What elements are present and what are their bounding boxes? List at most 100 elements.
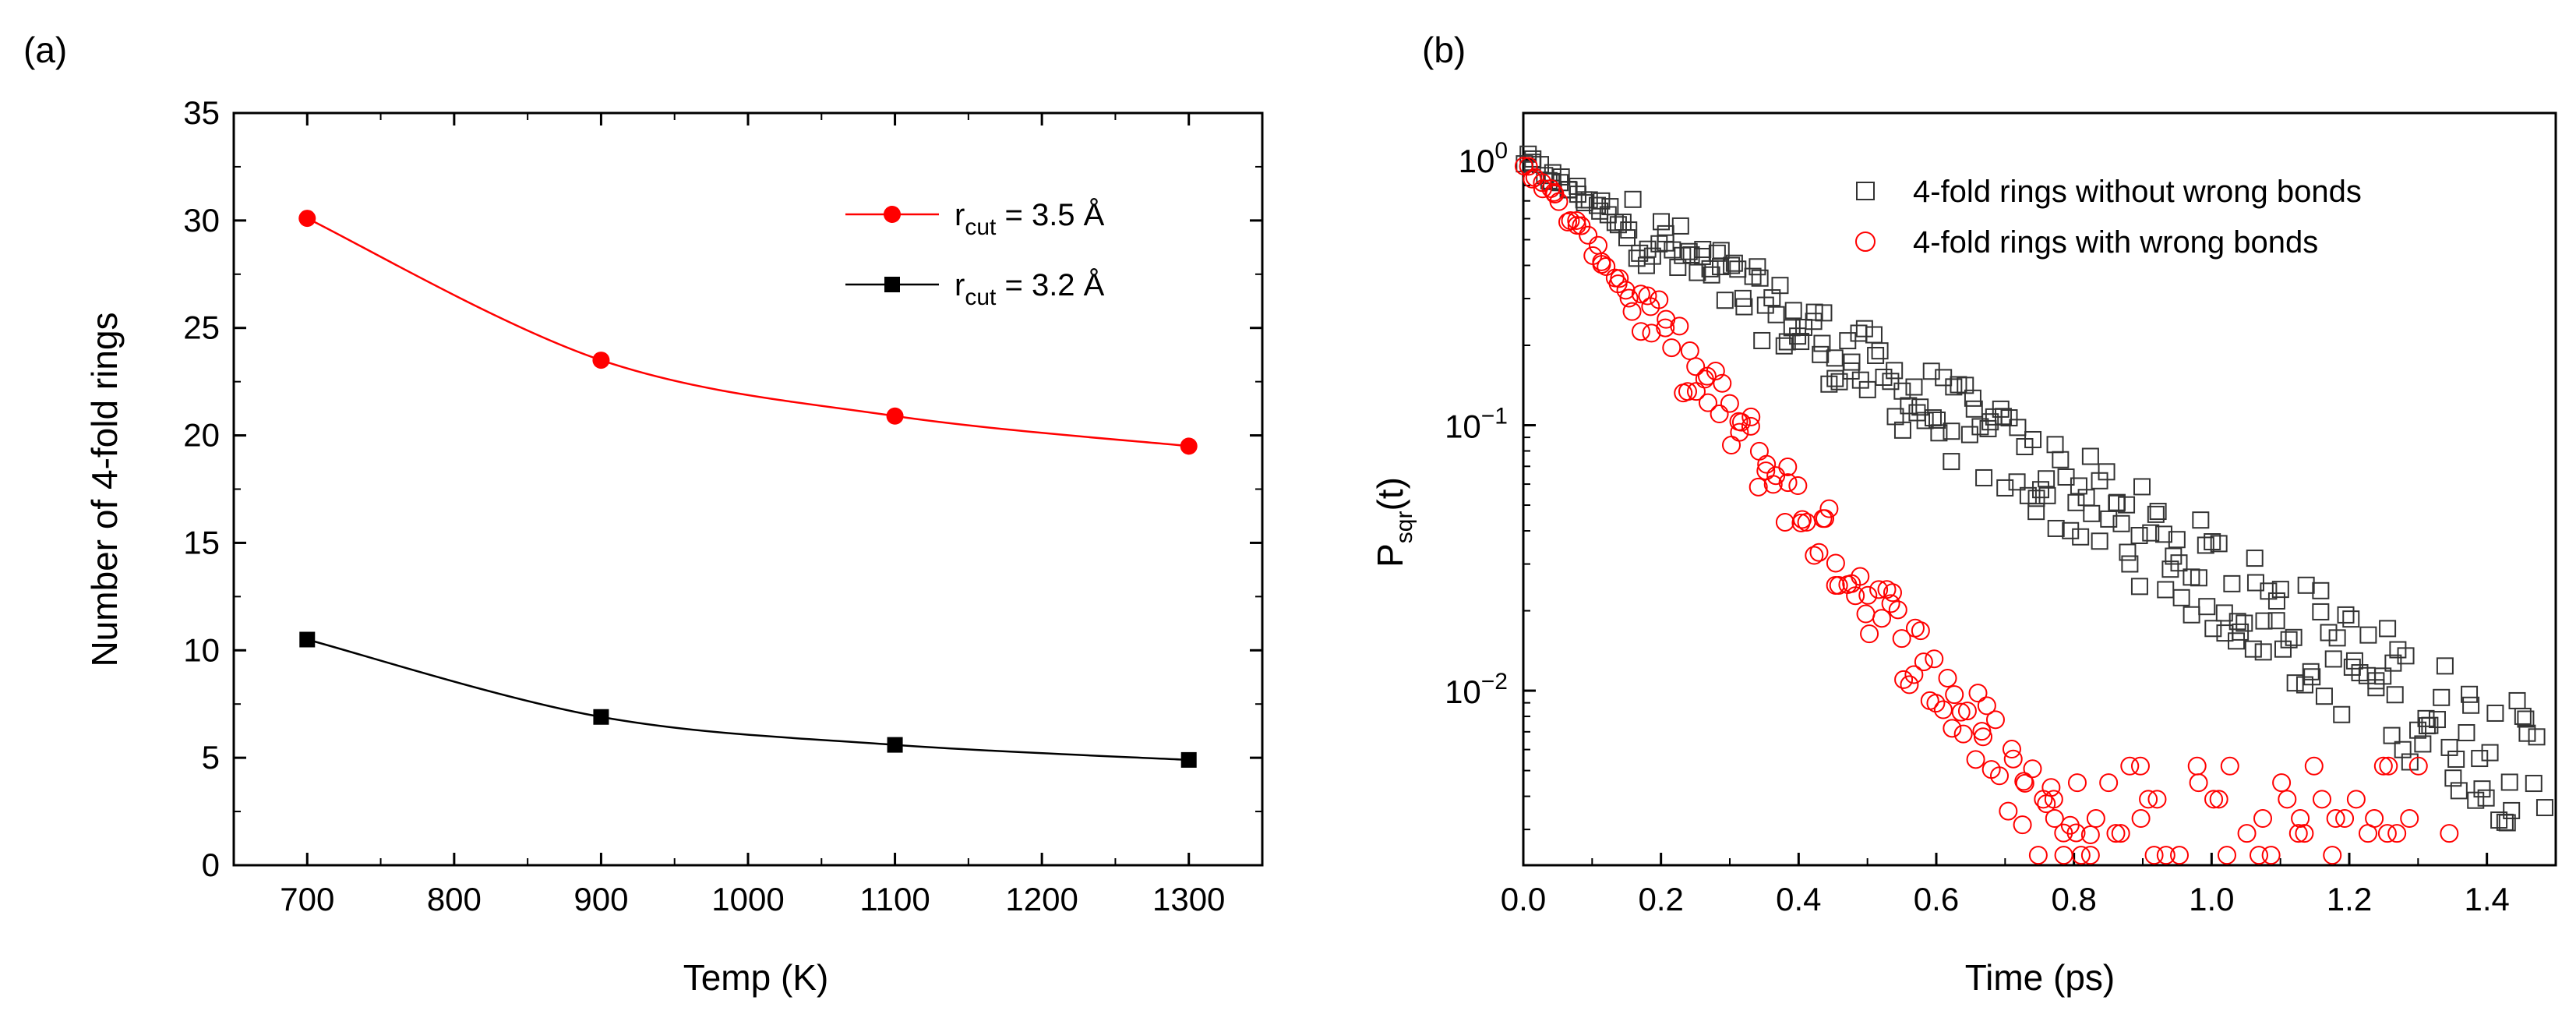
chart-b-xtick-label: 1.2	[2327, 881, 2372, 917]
chart-b-point-1	[2002, 740, 2021, 759]
chart-b-point-0	[1723, 256, 1741, 274]
chart-b-point-0	[2503, 801, 2521, 819]
chart-b-point-0	[2091, 472, 2108, 490]
chart-b-point-0	[2444, 769, 2462, 787]
chart-b-point-1	[1872, 609, 1892, 628]
chart-b-point-0	[2440, 738, 2458, 756]
chart-b-point-1	[2295, 824, 2314, 843]
chart-b-point-0	[2133, 478, 2151, 496]
chart-b-point-0	[1812, 345, 1830, 363]
chart-b-point-0	[2359, 626, 2377, 644]
chart-b-point-0	[2383, 726, 2401, 744]
chart-b-point-0	[2197, 536, 2214, 554]
chart-b-point-0	[2462, 696, 2480, 714]
chart-b-point-0	[1751, 269, 1769, 287]
chart-b-point-1	[1642, 323, 1661, 343]
chart-b-point-1	[2335, 809, 2355, 829]
chart-b-point-1	[1943, 719, 1962, 738]
chart-b-point-1	[1888, 600, 1907, 620]
chart-b-point-1	[1749, 441, 1769, 461]
chart-b-point-1	[2156, 846, 2175, 865]
chart-b-point-1	[2086, 809, 2105, 829]
chart-a-ytick-label: 25	[183, 309, 220, 346]
chart-a-point-0	[298, 210, 316, 228]
chart-b-point-0	[2235, 614, 2253, 632]
chart-a-legend: rcut = 3.5 Å rcut = 3.2 Å	[845, 197, 1105, 310]
chart-b-point-1	[2291, 809, 2310, 829]
chart-b: 0.0 0.2 0.4 0.6 0.8 1.0 1.2 1.4 100 10−1 10−2 Tim…	[1370, 111, 2557, 998]
chart-b-xlabel: Time (ps)	[1965, 957, 2115, 998]
chart-a-point-1	[1180, 751, 1197, 768]
chart-b-point-0	[2112, 514, 2130, 532]
chart-b-point-0	[2204, 620, 2222, 638]
chart-b-point-0	[2286, 674, 2304, 692]
chart-b-point-1	[1730, 422, 1749, 442]
chart-b-point-0	[2528, 728, 2546, 746]
chart-b-point-0	[2119, 543, 2137, 561]
chart-b-point-0	[1995, 408, 2013, 426]
chart-b-point-0	[2154, 525, 2172, 543]
chart-b-point-0	[2498, 814, 2516, 832]
chart-b-point-0	[1775, 337, 1793, 355]
chart-b-legend-marker-1	[1855, 232, 1876, 252]
chart-b-point-0	[2428, 711, 2446, 729]
chart-b-xtick-label: 1.0	[2189, 881, 2234, 917]
chart-b-point-1	[1619, 288, 1639, 308]
chart-b-point-0	[2228, 613, 2246, 631]
chart-b-point-1	[2054, 846, 2073, 865]
chart-b-point-1	[2400, 809, 2419, 829]
chart-b-point-0	[1893, 421, 1911, 439]
chart-b-point-1	[1904, 665, 1924, 684]
chart-b-point-1	[2080, 825, 2100, 844]
chart-b-point-1	[1829, 576, 1848, 596]
chart-b-point-1	[1579, 225, 1598, 245]
chart-b-point-1	[1911, 621, 1930, 641]
chart-b-point-1	[2106, 824, 2126, 843]
chart-b-point-0	[2450, 782, 2468, 800]
chart-b-point-1	[2170, 846, 2190, 865]
chart-b-point-0	[2374, 667, 2392, 685]
chart-b-point-0	[1886, 362, 1904, 380]
chart-b-point-0	[2397, 647, 2415, 665]
chart-b-point-1	[1788, 476, 1808, 496]
chart-b-point-1	[1900, 675, 1919, 695]
chart-b-point-1	[2028, 846, 2048, 865]
chart-b-point-1	[1597, 257, 1616, 277]
chart-a-ytick-label: 15	[183, 524, 220, 560]
chart-b-point-0	[1858, 380, 1876, 398]
chart-a-point-1	[593, 709, 609, 725]
chart-b-point-0	[2183, 606, 2200, 624]
chart-b-point-0	[1911, 398, 1929, 416]
chart-b-point-1	[1894, 670, 1914, 689]
chart-b-point-0	[2009, 419, 2027, 437]
chart-b-point-0	[1749, 258, 1766, 276]
chart-b-point-0	[2367, 672, 2385, 690]
chart-b-point-1	[1622, 302, 1642, 321]
chart-b-point-1	[2365, 809, 2384, 829]
chart-b-xtick-label: 0.4	[1776, 881, 1821, 917]
chart-b-legend-marker-0	[1856, 182, 1875, 200]
chart-b-point-1	[2379, 756, 2398, 776]
chart-b-point-1	[1561, 211, 1580, 231]
chart-b-point-1	[2304, 756, 2324, 776]
chart-a-legend-marker-1	[884, 277, 900, 292]
chart-b-point-1	[1778, 473, 1798, 493]
chart-b-point-0	[2198, 598, 2216, 616]
chart-a-xtick-label: 1100	[859, 881, 930, 917]
chart-b-point-0	[1815, 304, 1833, 322]
chart-b-point-0	[1653, 213, 1671, 231]
chart-b-point-1	[2261, 846, 2281, 865]
chart-b-point-1	[2015, 773, 2034, 793]
chart-b-point-1	[2147, 790, 2167, 809]
chart-a-point-0	[592, 352, 610, 369]
chart-b-point-1	[1610, 269, 1629, 288]
chart-b-point-1	[2060, 815, 2080, 835]
chart-b-point-1	[1722, 436, 1741, 455]
chart-b-point-0	[1771, 277, 1789, 295]
chart-b-point-0	[2471, 750, 2489, 768]
chart-b-point-0	[1784, 302, 1802, 320]
chart-b-point-1	[1990, 766, 2009, 786]
chart-b-point-1	[1951, 702, 1971, 722]
chart-b-point-0	[1789, 327, 1807, 345]
chart-b-point-1	[1809, 543, 1829, 562]
